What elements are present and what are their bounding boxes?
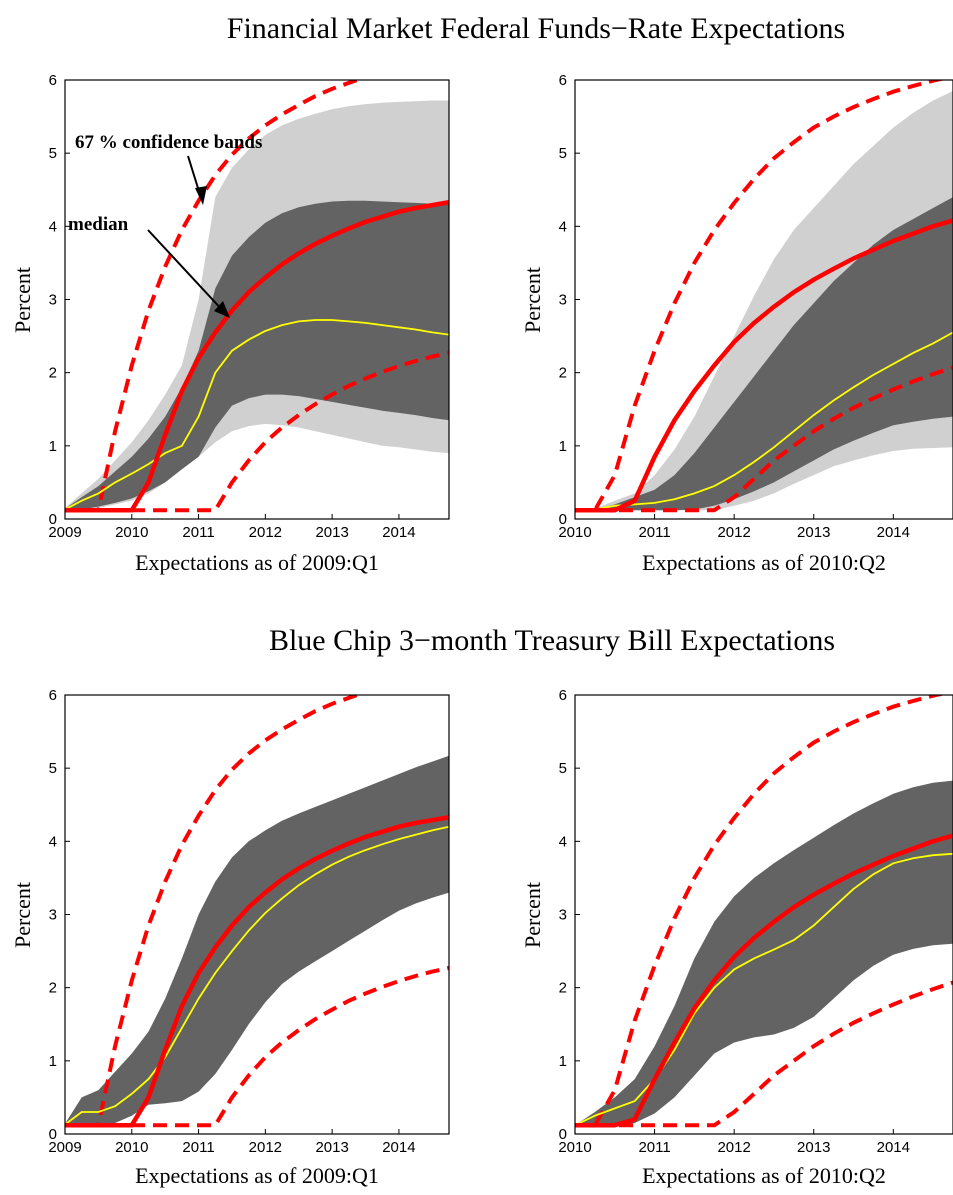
inner-confidence-band [65, 755, 449, 1126]
inner-confidence-band [65, 200, 449, 511]
plot-area [575, 695, 953, 1128]
y-tick-label: 4 [49, 833, 57, 850]
y-axis-label: Percent [10, 882, 35, 948]
axes: 0 1 2 3 4 5 6 2010 2011 2012 2013 2014 [558, 72, 953, 541]
y-axis-label: Percent [520, 267, 545, 333]
x-tick-label: 2013 [797, 524, 830, 541]
panel-blue-chip-2010q2: 0 1 2 3 4 5 6 2010 2011 2012 2013 2014 Percent Expe… [520, 687, 953, 1188]
y-tick-label: 6 [49, 687, 57, 704]
y-tick-label: 5 [559, 760, 567, 777]
panel-fed-funds-2010q2: 0 1 2 3 4 5 6 2010 2011 2012 2013 2014 Percent Expe… [520, 72, 953, 575]
y-tick-label: 2 [49, 365, 57, 382]
x-tick-label: 2011 [638, 1139, 670, 1156]
x-tick-label: 2010 [558, 1139, 591, 1156]
y-tick-label: 4 [49, 218, 57, 235]
y-tick-label: 3 [49, 292, 57, 309]
x-tick-label: 2014 [877, 524, 910, 541]
x-tick-label: 2012 [717, 1139, 750, 1156]
y-tick-label: 3 [559, 907, 567, 924]
x-axis-label: Expectations as of 2010:Q2 [642, 1163, 886, 1188]
y-tick-label: 1 [49, 1053, 57, 1070]
y-tick-label: 0 [49, 1126, 57, 1143]
y-tick-label: 1 [559, 1053, 567, 1070]
median-line [575, 331, 953, 512]
y-tick-label: 2 [49, 980, 57, 997]
annotation-confidence-bands: 67 % confidence bands [75, 132, 262, 153]
red-dashed-upper-line [575, 695, 946, 1128]
axes: 0 1 2 3 4 5 6 2009 2010 2011 2012 2013 2014 [48, 72, 450, 541]
median-line [575, 852, 953, 1127]
x-tick-label: 2013 [315, 1139, 348, 1156]
annotation-median: median [68, 214, 129, 235]
plot-area [575, 80, 953, 513]
y-tick-label: 6 [559, 72, 567, 89]
section-title-blue-chip: Blue Chip 3−month Treasury Bill Expectat… [269, 624, 835, 657]
x-tick-label: 2013 [315, 524, 348, 541]
x-axis-label: Expectations as of 2010:Q2 [642, 550, 886, 575]
y-tick-label: 1 [559, 438, 567, 455]
y-tick-label: 6 [559, 687, 567, 704]
x-tick-label: 2010 [115, 1139, 148, 1156]
x-tick-label: 2014 [382, 524, 415, 541]
y-axis-label: Percent [520, 882, 545, 948]
y-tick-label: 0 [49, 511, 57, 528]
x-tick-label: 2009 [48, 1139, 81, 1156]
axes: 0 1 2 3 4 5 6 2009 2010 2011 2012 2013 2014 [48, 687, 450, 1156]
x-tick-label: 2014 [382, 1139, 415, 1156]
y-tick-label: 0 [559, 511, 567, 528]
median-line [65, 319, 449, 511]
x-tick-label: 2010 [558, 524, 591, 541]
y-tick-label: 0 [559, 1126, 567, 1143]
median-line [65, 825, 449, 1126]
inner-confidence-band [575, 197, 953, 511]
axes: 0 1 2 3 4 5 6 2010 2011 2012 2013 2014 [558, 687, 953, 1156]
y-tick-label: 3 [49, 907, 57, 924]
y-tick-label: 5 [49, 760, 57, 777]
y-tick-label: 4 [559, 833, 567, 850]
x-tick-label: 2013 [797, 1139, 830, 1156]
y-tick-label: 1 [49, 438, 57, 455]
red-solid-line [575, 218, 953, 513]
red-solid-line [575, 833, 953, 1128]
inner-confidence-band [575, 780, 953, 1126]
x-tick-label: 2010 [115, 524, 148, 541]
section-title-fed-funds: Financial Market Federal Funds−Rate Expe… [227, 12, 845, 45]
x-tick-label: 2011 [182, 1139, 214, 1156]
x-tick-label: 2009 [48, 524, 81, 541]
y-tick-label: 5 [559, 145, 567, 162]
y-tick-label: 5 [49, 145, 57, 162]
red-solid-line [65, 814, 449, 1128]
y-tick-label: 6 [49, 72, 57, 89]
y-tick-label: 4 [559, 218, 567, 235]
x-tick-label: 2011 [182, 524, 214, 541]
x-axis-label: Expectations as of 2009:Q1 [135, 1163, 379, 1188]
y-tick-label: 2 [559, 980, 567, 997]
plot-area [65, 695, 449, 1128]
red-dashed-lower-line [65, 965, 449, 1128]
x-tick-label: 2011 [638, 524, 670, 541]
x-tick-label: 2012 [717, 524, 750, 541]
x-tick-label: 2012 [249, 1139, 282, 1156]
red-dashed-lower-line [65, 350, 449, 513]
red-solid-line [65, 199, 449, 513]
annotation-arrow-median [147, 229, 226, 314]
x-tick-label: 2014 [877, 1139, 910, 1156]
red-dashed-lower-line [575, 980, 953, 1128]
red-dashed-upper-line [65, 80, 364, 513]
y-tick-label: 2 [559, 365, 567, 382]
x-axis-label: Expectations as of 2009:Q1 [135, 550, 379, 575]
plot-area [65, 80, 449, 513]
red-dashed-upper-line [575, 80, 946, 513]
red-dashed-upper-line [65, 695, 364, 1128]
x-tick-label: 2012 [249, 524, 282, 541]
red-dashed-lower-line [575, 365, 953, 513]
y-axis-label: Percent [10, 267, 35, 333]
annotation-arrowhead-bands [195, 186, 207, 205]
y-tick-label: 3 [559, 292, 567, 309]
annotation-arrowhead-median [214, 301, 230, 318]
